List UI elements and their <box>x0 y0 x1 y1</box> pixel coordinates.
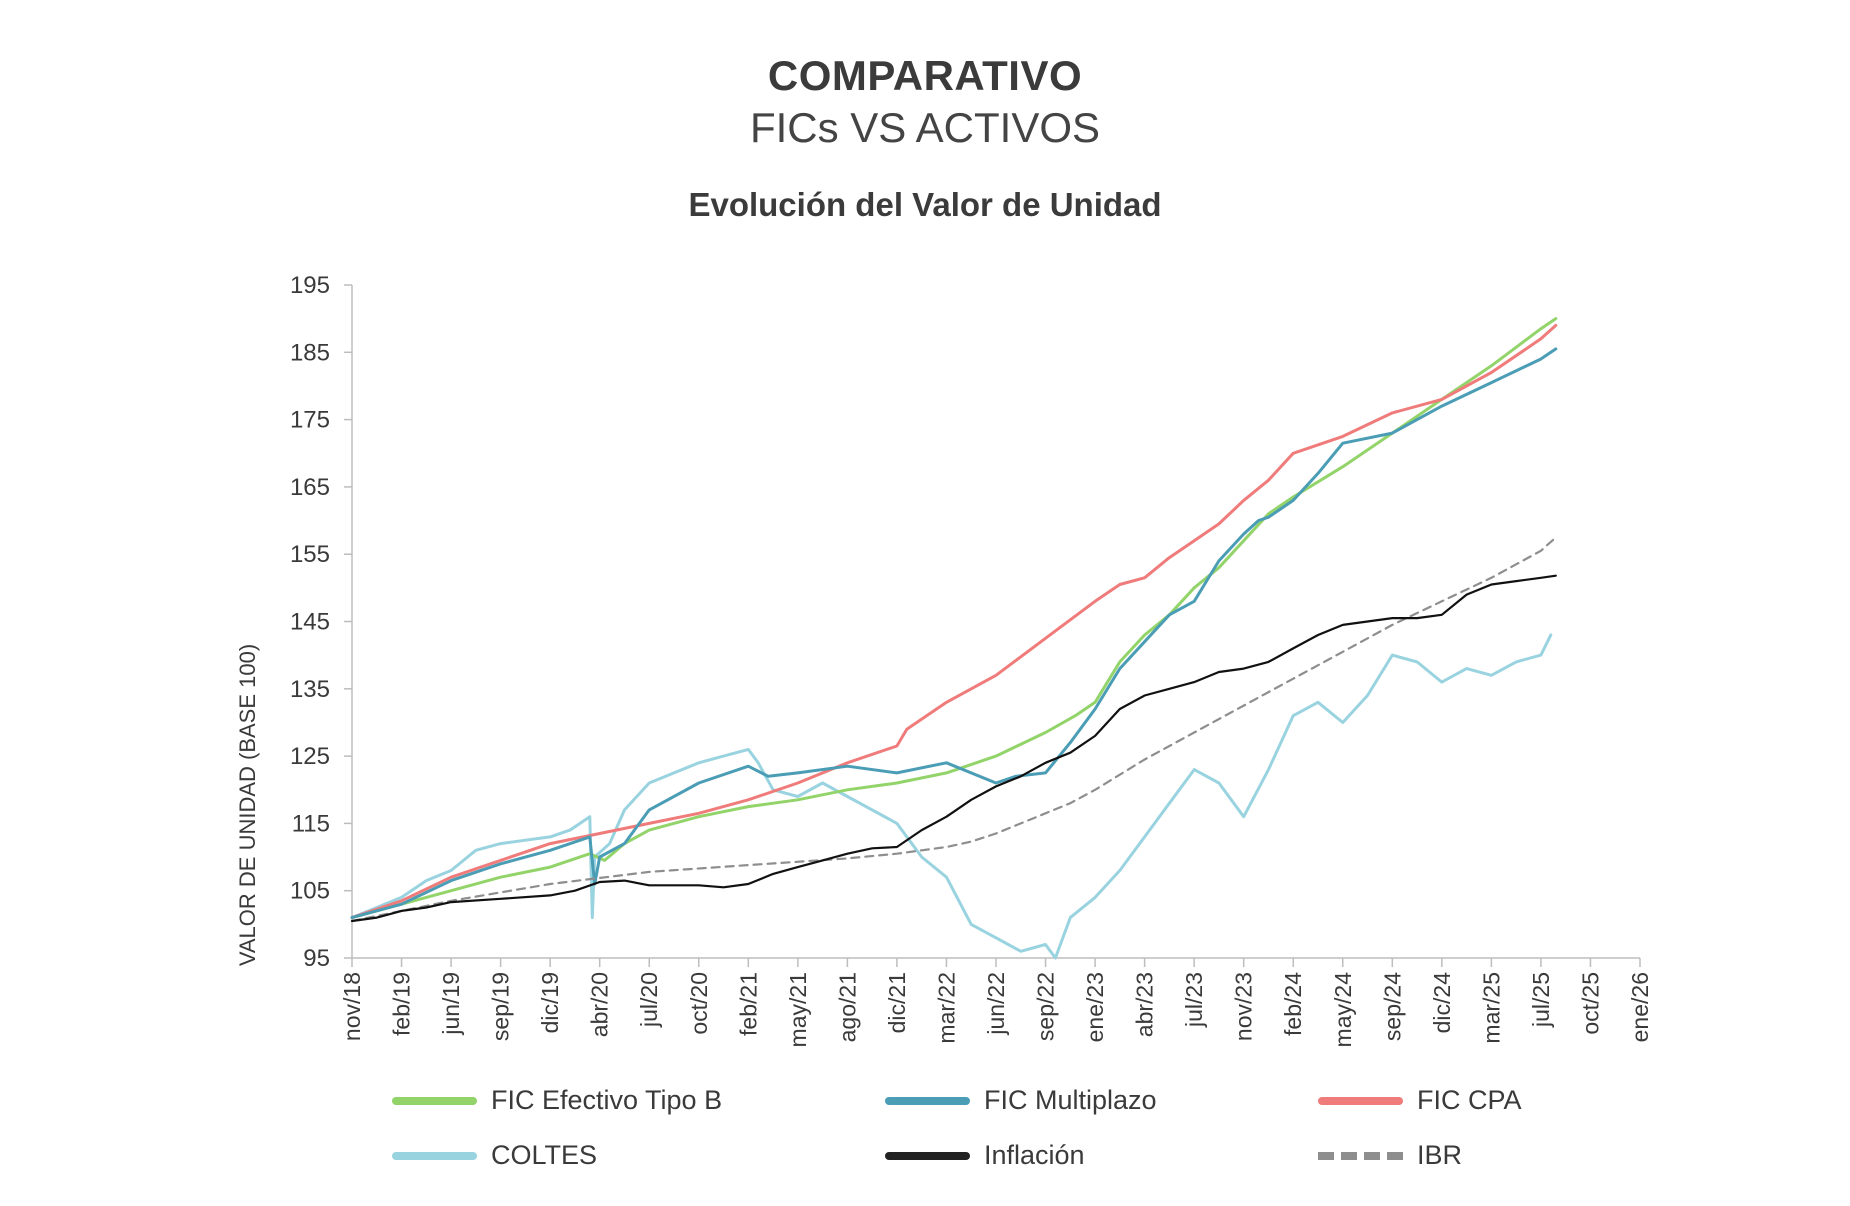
legend-label: COLTES <box>491 1140 598 1170</box>
legend-item-ibr: IBR <box>1318 1140 1462 1171</box>
legend-swatch <box>1318 1096 1403 1105</box>
x-tick-label: sep/22 <box>1033 972 1059 1041</box>
legend-swatch <box>392 1096 477 1105</box>
chart-series <box>350 317 1558 960</box>
y-tick-label: 155 <box>290 541 330 568</box>
x-tick-label: jul/20 <box>636 972 662 1028</box>
y-tick-label: 175 <box>290 407 330 434</box>
legend-label: Inflación <box>984 1140 1085 1170</box>
series-line-ibr <box>350 536 1557 923</box>
y-axis-label: VALOR DE UNIDAD (BASE 100) <box>235 644 260 966</box>
chart-axes: 95 105 115 125 135 145 155 165 175 185 195 nov/18 fe… <box>290 272 1653 1047</box>
legend-label: FIC Efectivo Tipo B <box>491 1085 723 1115</box>
x-tick-label: feb/19 <box>389 972 415 1036</box>
x-tick-label: dic/19 <box>537 972 563 1033</box>
series-line-inflaci-n <box>350 574 1557 923</box>
series-line-fic-efectivo-tipo-b <box>350 317 1558 920</box>
x-tick-label: oct/25 <box>1577 972 1603 1035</box>
x-tick-label: mar/22 <box>933 972 959 1044</box>
chart-title: Evolución del Valor de Unidad <box>688 186 1162 223</box>
x-tick-label: ene/26 <box>1627 972 1653 1042</box>
x-tick-label: sep/24 <box>1379 972 1405 1041</box>
y-tick-label: 125 <box>290 743 330 770</box>
y-tick-label: 95 <box>303 945 330 972</box>
legend-label: IBR <box>1417 1140 1463 1170</box>
legend-swatch <box>392 1151 477 1160</box>
legend-item-fic-cpa: FIC CPA <box>1318 1085 1522 1116</box>
x-tick-label: nov/18 <box>339 972 365 1041</box>
x-tick-label: nov/23 <box>1231 972 1257 1041</box>
x-tick-label: ago/21 <box>834 972 860 1042</box>
x-tick-label: ene/23 <box>1082 972 1108 1042</box>
chart-legend: FIC Efectivo Tipo B FIC Multiplazo FIC C… <box>0 1085 1850 1205</box>
x-tick-label: mar/25 <box>1478 972 1504 1044</box>
y-tick-label: 195 <box>290 272 330 299</box>
x-tick-label: feb/24 <box>1280 972 1306 1036</box>
x-tick-label: jul/25 <box>1528 972 1554 1028</box>
legend-swatch <box>1318 1151 1403 1160</box>
series-line-coltes <box>350 633 1553 960</box>
y-tick-label: 185 <box>290 339 330 366</box>
y-tick-label: 165 <box>290 474 330 501</box>
series-line-fic-cpa <box>350 323 1558 920</box>
x-tick-label: abr/23 <box>1132 972 1158 1037</box>
legend-item-inflacion: Inflación <box>885 1140 1085 1171</box>
x-tick-label: sep/19 <box>488 972 514 1041</box>
x-tick-label: dic/21 <box>884 972 910 1033</box>
page-title: COMPARATIVO <box>767 52 1083 99</box>
series-line-fic-multiplazo <box>350 347 1558 920</box>
legend-item-fic-multiplazo: FIC Multiplazo <box>885 1085 1157 1116</box>
x-tick-label: jun/19 <box>438 972 464 1036</box>
y-tick-label: 105 <box>290 878 330 905</box>
legend-swatch <box>885 1151 970 1160</box>
page-subtitle: FICs VS ACTIVOS <box>749 104 1101 151</box>
legend-swatch <box>885 1096 970 1105</box>
x-tick-label: jun/22 <box>983 972 1009 1036</box>
x-tick-label: may/21 <box>785 972 811 1047</box>
x-tick-label: feb/21 <box>735 972 761 1036</box>
y-tick-label: 135 <box>290 676 330 703</box>
y-tick-label: 145 <box>290 609 330 636</box>
x-tick-label: oct/20 <box>686 972 712 1035</box>
y-tick-label: 115 <box>292 810 330 837</box>
x-tick-label: jul/23 <box>1181 972 1207 1028</box>
x-tick-label: may/24 <box>1330 972 1356 1048</box>
legend-label: FIC Multiplazo <box>984 1085 1157 1115</box>
legend-item-fic-efectivo: FIC Efectivo Tipo B <box>392 1085 722 1116</box>
legend-item-coltes: COLTES <box>392 1140 597 1171</box>
x-tick-label: abr/20 <box>587 972 613 1037</box>
legend-label: FIC CPA <box>1417 1085 1522 1115</box>
x-tick-label: dic/24 <box>1429 972 1455 1034</box>
